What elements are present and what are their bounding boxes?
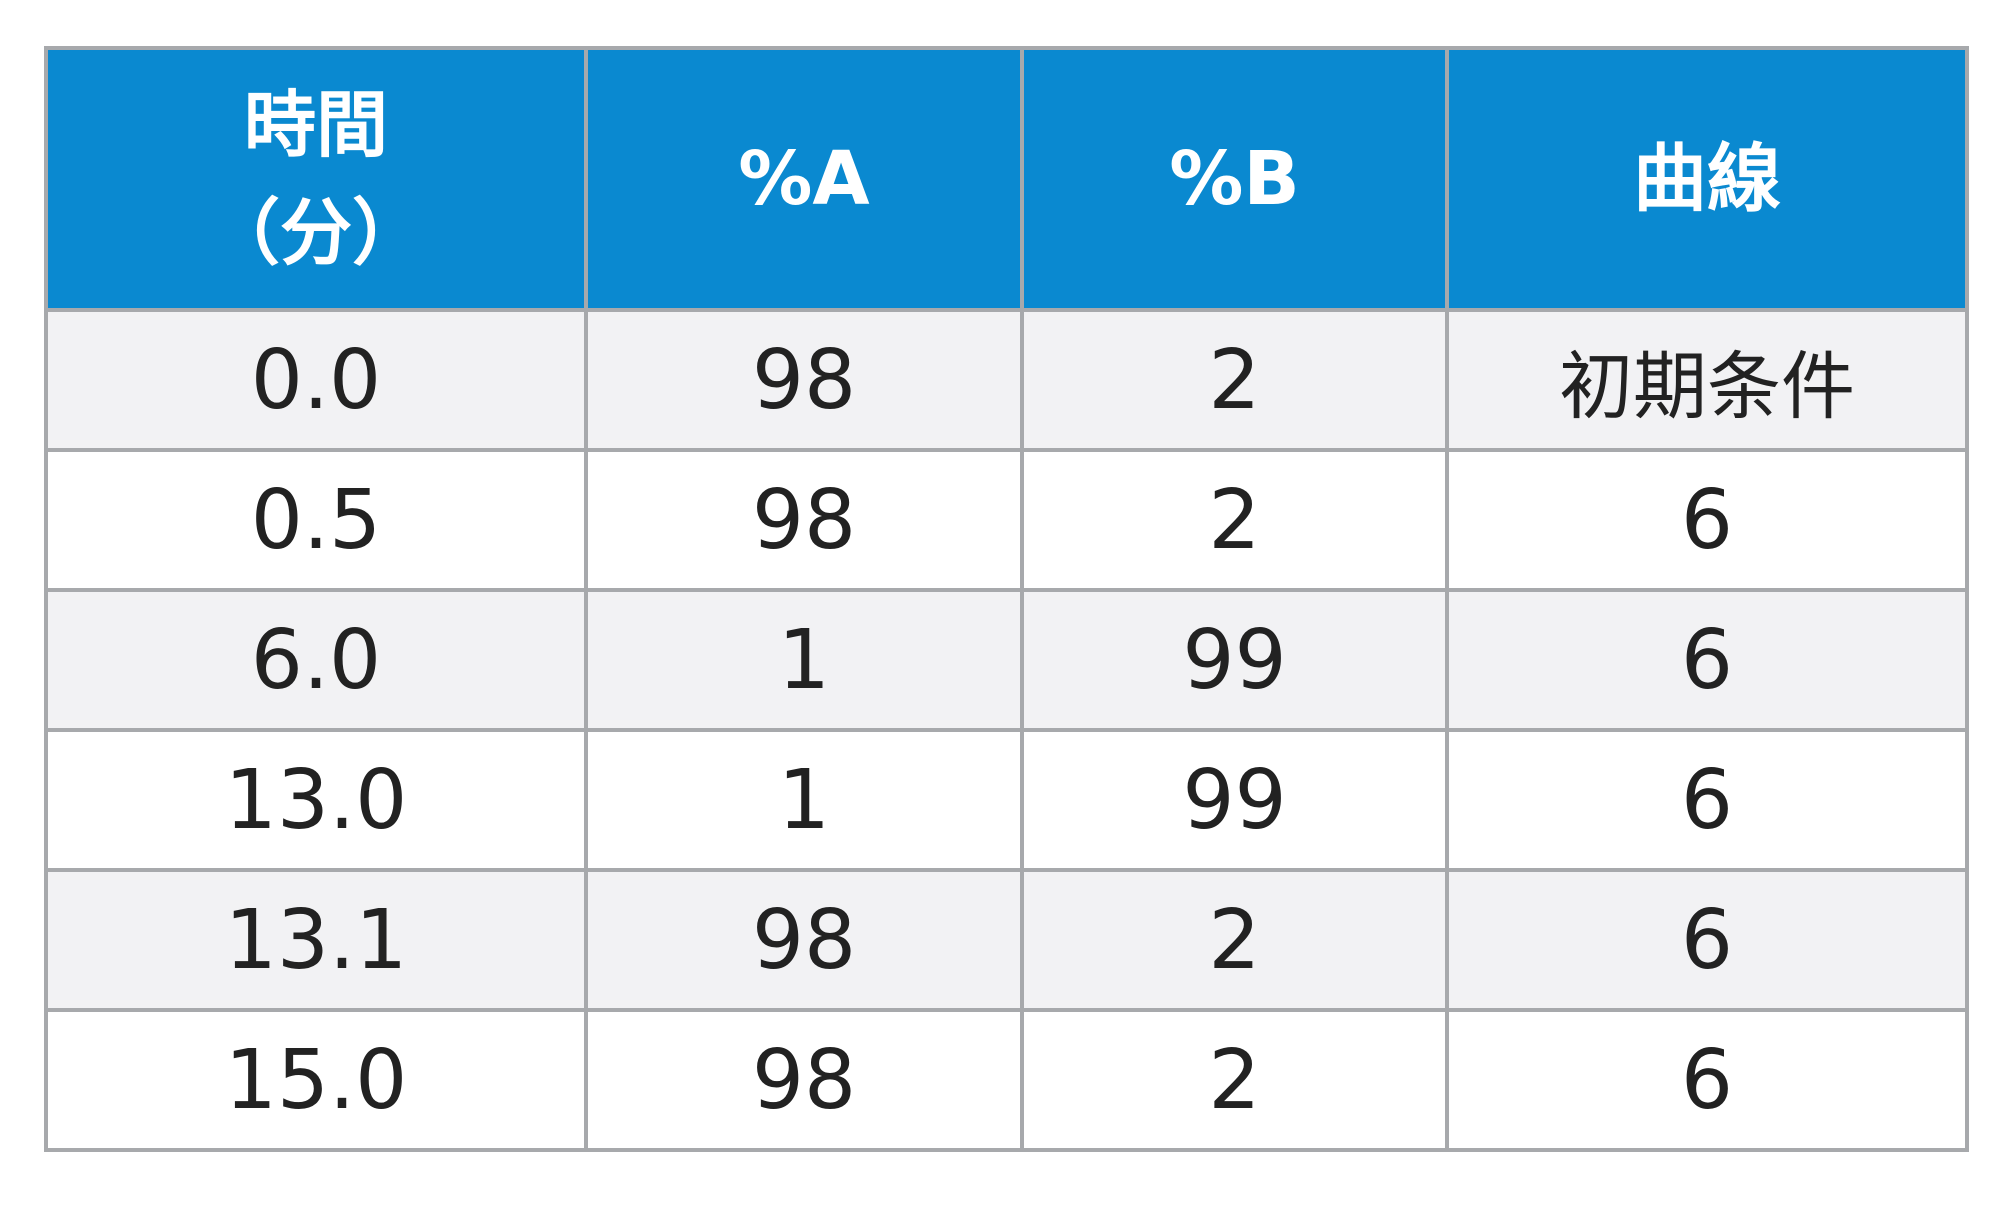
- cell-percent-b: 2: [1020, 868, 1449, 1012]
- cell-percent-b: 2: [1020, 1008, 1449, 1152]
- cell-percent-b: 99: [1020, 588, 1449, 732]
- cell-percent-b: 99: [1020, 728, 1449, 872]
- table-row: 6.0 1 99 6: [44, 588, 1969, 732]
- cell-time: 0.5: [44, 448, 588, 592]
- table-row: 15.0 98 2 6: [44, 1008, 1969, 1152]
- cell-curve: 6: [1445, 1008, 1969, 1152]
- cell-time: 6.0: [44, 588, 588, 732]
- cell-time: 13.1: [44, 868, 588, 1012]
- cell-percent-a: 98: [584, 1008, 1024, 1152]
- cell-percent-b: 2: [1020, 448, 1449, 592]
- header-curve: 曲線: [1445, 46, 1969, 312]
- cell-curve: 初期条件: [1445, 308, 1969, 452]
- gradient-table: 時間 （分） %A %B 曲線 0.0 98 2 初期条件 0.5 98 2 6…: [44, 46, 1969, 1152]
- cell-percent-a: 98: [584, 868, 1024, 1012]
- cell-time: 15.0: [44, 1008, 588, 1152]
- cell-time: 13.0: [44, 728, 588, 872]
- header-time-unit: （分）: [207, 191, 424, 275]
- cell-percent-a: 98: [584, 448, 1024, 592]
- table-row: 13.1 98 2 6: [44, 868, 1969, 1012]
- cell-percent-a: 98: [584, 308, 1024, 452]
- cell-curve: 6: [1445, 728, 1969, 872]
- header-time-label: 時間: [243, 83, 388, 167]
- table-body: 0.0 98 2 初期条件 0.5 98 2 6 6.0 1 99 6 13.0…: [44, 308, 1969, 1152]
- table-row: 0.0 98 2 初期条件: [44, 308, 1969, 452]
- header-time: 時間 （分）: [44, 46, 588, 312]
- cell-curve: 6: [1445, 868, 1969, 1012]
- cell-percent-b: 2: [1020, 308, 1449, 452]
- header-percent-b: %B: [1020, 46, 1449, 312]
- cell-percent-a: 1: [584, 728, 1024, 872]
- cell-time: 0.0: [44, 308, 588, 452]
- cell-percent-a: 1: [584, 588, 1024, 732]
- header-row: 時間 （分） %A %B 曲線: [44, 46, 1969, 312]
- table-row: 13.0 1 99 6: [44, 728, 1969, 872]
- cell-curve: 6: [1445, 588, 1969, 732]
- table-row: 0.5 98 2 6: [44, 448, 1969, 592]
- header-percent-a: %A: [584, 46, 1024, 312]
- cell-curve: 6: [1445, 448, 1969, 592]
- table-header: 時間 （分） %A %B 曲線: [44, 46, 1969, 312]
